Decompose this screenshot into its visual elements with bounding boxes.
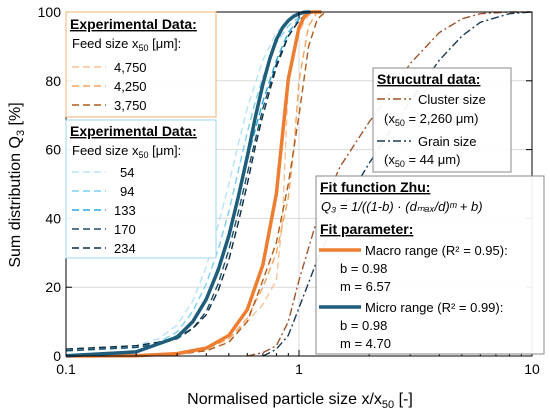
series-macro-4 xyxy=(65,11,326,357)
y-tick-label-3: 60 xyxy=(45,142,61,158)
x-axis-label: Normalised particle size x/x50 [-] xyxy=(187,391,413,411)
legend-micro-label-0: 54 xyxy=(120,165,134,180)
legend-micro-label-3: 170 xyxy=(114,222,136,237)
legend-macro-title: Experimental Data: xyxy=(70,16,197,32)
legend-struct-label-0: Cluster size xyxy=(418,92,486,107)
x-tick-label-0: 0.1 xyxy=(56,361,76,377)
fit-micro-m: m = 4.70 xyxy=(340,336,391,351)
legend-macro-label-2: 3,750 xyxy=(114,98,147,113)
fit-box: Fit function Zhu: Q₃ = 1/((1-b) · (dₘₐₓ/… xyxy=(315,175,545,355)
legend-struct-label-1: Grain size xyxy=(418,134,477,149)
series-struct-11 xyxy=(262,11,533,357)
fit-function-title: Fit function Zhu: xyxy=(320,179,430,195)
fit-param-title: Fit parameter: xyxy=(320,221,413,237)
legend-macro: Experimental Data: Feed size x50 [μm]: 4… xyxy=(65,11,217,118)
y-axis-label: Sum distribution Q3 [%] xyxy=(7,102,27,267)
legend-struct-detail-1: (x50 = 44 μm) xyxy=(384,152,460,169)
fit-micro-label: Micro range (R² = 0.99): xyxy=(365,300,503,315)
y-tick-label-0: 0 xyxy=(53,348,61,364)
fit-formula: Q₃ = 1/((1-b) · (dₘₐₓ/d)ᵐ + b) xyxy=(321,199,483,214)
legend-micro-title: Experimental Data: xyxy=(70,123,197,139)
series-struct-10 xyxy=(247,11,532,357)
x-tick-label-1: 1 xyxy=(295,361,303,377)
legend-macro-subtitle: Feed size x50 [μm]: xyxy=(72,36,181,53)
legend-micro-label-4: 234 xyxy=(114,241,136,256)
series-micro-6 xyxy=(65,11,309,352)
legend-micro-subtitle: Feed size x50 [μm]: xyxy=(72,143,181,160)
fit-macro-b: b = 0.98 xyxy=(340,261,387,276)
series-micro-5 xyxy=(65,11,309,352)
legend-micro-label-2: 133 xyxy=(114,203,136,218)
legend-micro-label-1: 94 xyxy=(120,184,134,199)
fit-macro-label: Macro range (R² = 0.95): xyxy=(365,243,508,258)
legend-struct-title: Strucutral data: xyxy=(377,71,480,87)
legend-structural: Strucutral data: Cluster size (x50 = 2,2… xyxy=(372,67,512,173)
legend-struct-detail-0: (x50 = 2,260 μm) xyxy=(384,111,478,128)
y-tick-label-4: 80 xyxy=(45,73,61,89)
legend-micro: Experimental Data: Feed size x50 [μm]: 5… xyxy=(65,119,217,259)
plot-curves xyxy=(65,10,533,358)
fit-macro-m: m = 6.57 xyxy=(340,279,391,294)
y-tick-label-2: 40 xyxy=(45,210,61,226)
y-tick-label-5: 100 xyxy=(38,4,62,20)
legend-macro-label-0: 4,750 xyxy=(114,60,147,75)
x-tick-label-2: 10 xyxy=(524,361,540,377)
y-tick-label-1: 20 xyxy=(45,279,61,295)
legend-macro-label-1: 4,250 xyxy=(114,79,147,94)
series-fit-1 xyxy=(65,10,311,358)
fit-micro-b: b = 0.98 xyxy=(340,318,387,333)
